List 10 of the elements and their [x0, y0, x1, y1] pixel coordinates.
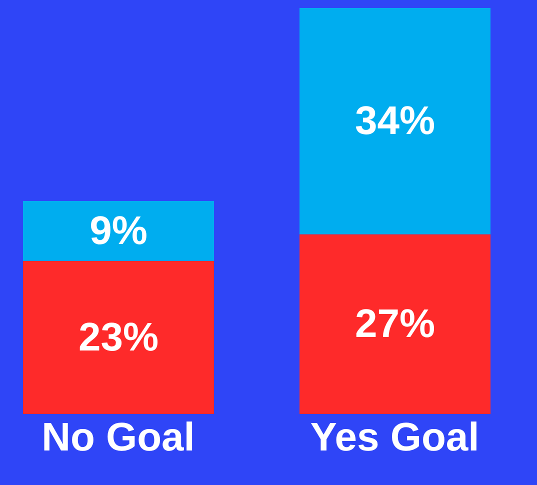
bar: [300, 234, 490, 414]
data-label: 23%: [78, 315, 159, 360]
data-label: 9%: [90, 208, 148, 253]
x-tick-label: No Goal: [42, 415, 195, 460]
bar: [300, 8, 490, 234]
x-tick-label: Yes Goal: [310, 415, 480, 460]
data-label: 27%: [354, 302, 436, 346]
bar: [23, 201, 214, 261]
data-label: 34%: [354, 99, 436, 144]
bar: [23, 260, 214, 414]
